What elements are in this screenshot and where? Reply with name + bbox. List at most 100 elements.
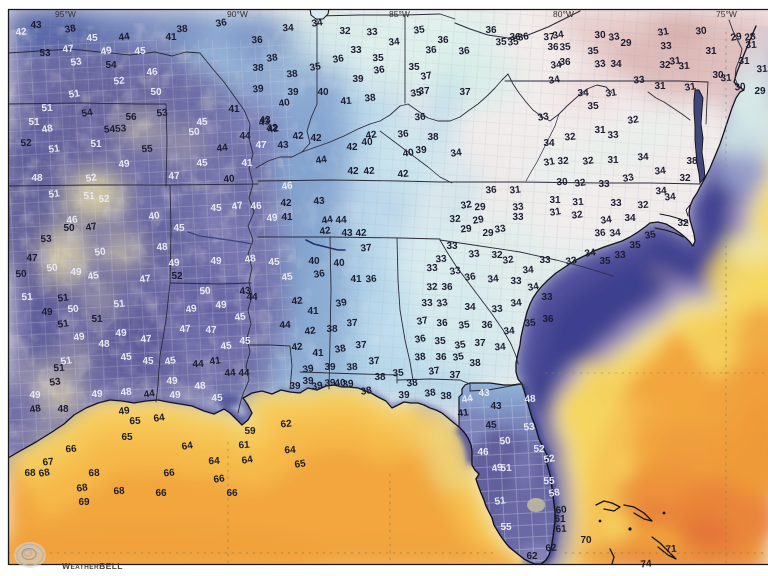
svg-text:60: 60	[555, 504, 568, 517]
svg-text:31: 31	[684, 81, 697, 94]
svg-text:39: 39	[252, 83, 265, 95]
svg-text:37: 37	[428, 365, 441, 378]
svg-text:35: 35	[410, 87, 423, 100]
svg-text:55: 55	[500, 522, 512, 533]
svg-text:41: 41	[281, 212, 293, 223]
svg-text:29: 29	[620, 38, 632, 49]
svg-text:64: 64	[181, 440, 194, 453]
svg-text:38: 38	[686, 156, 698, 167]
svg-text:42: 42	[304, 325, 317, 338]
svg-text:41: 41	[312, 348, 324, 359]
svg-text:68: 68	[24, 468, 36, 479]
svg-text:33: 33	[436, 297, 449, 310]
svg-text:52: 52	[85, 172, 98, 185]
svg-text:64: 64	[153, 412, 166, 425]
svg-text:44: 44	[118, 31, 131, 44]
svg-text:35: 35	[458, 319, 471, 332]
svg-text:31: 31	[669, 55, 682, 68]
svg-text:WEATHERBELL: WEATHERBELL	[62, 561, 123, 571]
svg-text:50: 50	[15, 269, 27, 281]
svg-text:66: 66	[226, 488, 238, 499]
svg-text:30: 30	[594, 30, 606, 42]
svg-text:42: 42	[355, 228, 367, 240]
svg-text:47: 47	[62, 43, 75, 55]
svg-text:31: 31	[549, 206, 562, 219]
svg-text:31: 31	[509, 184, 522, 196]
svg-text:42: 42	[319, 225, 332, 238]
svg-text:33: 33	[512, 201, 525, 213]
svg-text:34: 34	[609, 227, 622, 239]
svg-text:45: 45	[196, 117, 208, 129]
svg-text:36: 36	[414, 112, 426, 124]
svg-text:48: 48	[98, 339, 110, 350]
svg-text:33: 33	[565, 255, 578, 268]
svg-text:41: 41	[350, 274, 362, 285]
svg-text:45: 45	[220, 340, 233, 352]
svg-text:33: 33	[610, 198, 622, 209]
svg-text:31: 31	[720, 73, 732, 85]
svg-text:29: 29	[472, 214, 485, 227]
svg-text:39: 39	[415, 145, 427, 157]
svg-text:45: 45	[120, 351, 133, 363]
svg-text:55: 55	[543, 476, 555, 488]
svg-text:31: 31	[654, 81, 666, 92]
svg-text:50: 50	[94, 246, 107, 259]
svg-text:38: 38	[364, 92, 377, 104]
svg-text:38: 38	[64, 23, 77, 36]
svg-text:35: 35	[644, 229, 657, 242]
svg-text:33: 33	[421, 298, 433, 310]
svg-text:37: 37	[416, 315, 429, 328]
svg-text:51: 51	[60, 355, 73, 368]
svg-text:64: 64	[208, 456, 220, 468]
svg-text:53: 53	[49, 376, 62, 389]
svg-text:40: 40	[334, 378, 346, 390]
svg-text:32: 32	[564, 131, 577, 143]
svg-text:41: 41	[307, 306, 319, 317]
svg-text:62: 62	[545, 542, 558, 554]
svg-text:33: 33	[633, 74, 646, 86]
svg-text:39: 39	[342, 378, 355, 390]
svg-text:42: 42	[365, 129, 378, 142]
svg-text:48: 48	[57, 404, 69, 415]
svg-text:37: 37	[543, 32, 555, 44]
svg-text:40: 40	[278, 97, 291, 110]
svg-text:32: 32	[659, 60, 671, 71]
svg-text:50: 50	[46, 262, 59, 274]
svg-text:38: 38	[469, 358, 481, 370]
svg-text:90°W: 90°W	[227, 9, 248, 19]
svg-text:33: 33	[350, 45, 362, 56]
svg-text:35: 35	[495, 37, 507, 49]
svg-text:32: 32	[571, 209, 584, 222]
svg-text:37: 37	[459, 87, 471, 98]
svg-text:62: 62	[280, 418, 293, 430]
svg-text:45: 45	[164, 355, 177, 368]
svg-text:44: 44	[335, 215, 347, 227]
svg-text:65: 65	[294, 458, 307, 471]
svg-text:36: 36	[437, 35, 449, 46]
svg-text:32: 32	[557, 156, 569, 168]
svg-text:42: 42	[292, 130, 305, 142]
svg-text:55: 55	[141, 144, 153, 156]
svg-text:51: 51	[57, 318, 70, 331]
svg-text:41: 41	[165, 32, 177, 43]
svg-text:36: 36	[436, 318, 448, 330]
svg-text:49: 49	[118, 405, 131, 418]
svg-text:45: 45	[86, 33, 98, 45]
svg-text:33: 33	[366, 27, 378, 39]
svg-text:51: 51	[41, 103, 53, 115]
svg-text:38: 38	[440, 391, 452, 403]
svg-text:34: 34	[522, 265, 534, 277]
svg-text:5453: 5453	[104, 123, 127, 136]
svg-text:53: 53	[39, 48, 51, 59]
svg-text:80°W: 80°W	[553, 9, 574, 19]
svg-text:32: 32	[339, 26, 351, 37]
svg-text:31: 31	[745, 40, 757, 52]
svg-text:37: 37	[346, 318, 358, 330]
svg-text:36: 36	[594, 228, 606, 240]
svg-text:39: 39	[324, 378, 336, 390]
svg-text:36: 36	[313, 268, 326, 281]
svg-text:47: 47	[85, 221, 98, 234]
svg-text:37: 37	[420, 70, 433, 83]
svg-text:56: 56	[125, 112, 137, 123]
svg-text:68: 68	[113, 486, 125, 498]
